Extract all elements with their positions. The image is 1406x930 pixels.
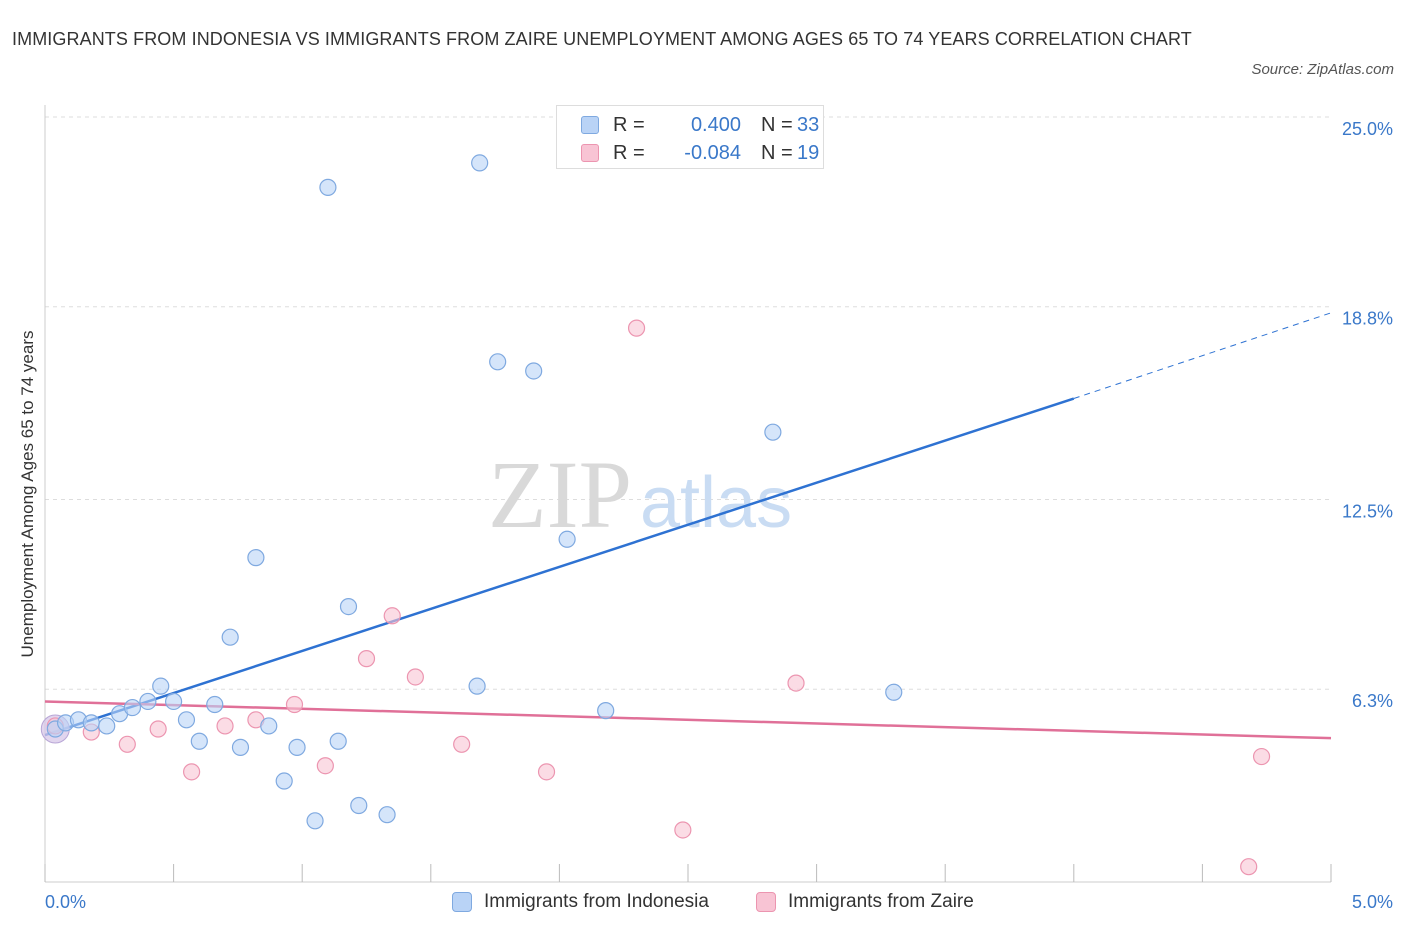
- point-zaire: [1240, 858, 1258, 876]
- point-zaire: [357, 650, 376, 668]
- point-indonesia: [764, 423, 782, 441]
- point-indonesia: [165, 692, 183, 711]
- point-indonesia: [231, 738, 250, 756]
- point-indonesia: [329, 732, 347, 750]
- watermark-atlas: atlas: [640, 463, 792, 543]
- point-indonesia: [489, 353, 507, 371]
- point-zaire: [216, 717, 234, 735]
- point-zaire: [453, 735, 471, 753]
- r-label: R =: [613, 142, 645, 164]
- legend-label: Immigrants from Indonesia: [484, 891, 709, 912]
- n-label: N =: [761, 114, 793, 136]
- point-indonesia: [139, 692, 157, 711]
- point-zaire: [674, 821, 692, 839]
- point-zaire: [1252, 747, 1271, 766]
- point-zaire: [787, 674, 805, 692]
- point-zaire: [406, 668, 424, 686]
- point-zaire: [183, 763, 201, 781]
- point-zaire: [285, 695, 304, 714]
- axes: [44, 105, 1332, 883]
- point-indonesia: [339, 597, 358, 616]
- y-tick-label: 12.5%: [1342, 502, 1393, 522]
- r-label: R =: [613, 114, 645, 136]
- point-zaire: [149, 720, 167, 738]
- r-value: 0.400: [690, 114, 741, 136]
- n-value: 19: [797, 142, 820, 164]
- gridlines: [45, 116, 1331, 690]
- y-tick-label: 25.0%: [1342, 119, 1393, 139]
- stats-box: R = 0.400 N = 33 R = -0.084 N = 19: [556, 105, 824, 169]
- point-indonesia: [319, 178, 337, 196]
- point-indonesia: [468, 677, 486, 695]
- trend-line-indonesia-extension: [1073, 312, 1332, 399]
- point-indonesia: [177, 711, 196, 729]
- legend-item-indonesia[interactable]: Immigrants from Indonesia: [452, 889, 742, 915]
- watermark-zip: ZIP: [488, 441, 632, 548]
- point-indonesia: [288, 738, 306, 756]
- point-indonesia: [82, 714, 100, 732]
- data-points: [40, 154, 1271, 876]
- point-indonesia: [247, 549, 265, 567]
- n-label: N =: [761, 142, 793, 164]
- legend-label: Immigrants from Zaire: [788, 891, 974, 912]
- zaire-swatch: [581, 144, 599, 162]
- source-label: Source: ZipAtlas.com: [1251, 61, 1394, 78]
- point-indonesia: [885, 683, 903, 701]
- point-zaire: [118, 735, 136, 753]
- point-indonesia: [98, 717, 116, 735]
- chart-title: IMMIGRANTS FROM INDONESIA VS IMMIGRANTS …: [12, 29, 1192, 49]
- watermark: ZIP atlas: [488, 441, 792, 548]
- y-tick-label: 18.8%: [1342, 309, 1393, 329]
- point-zaire: [316, 757, 334, 775]
- point-indonesia: [350, 796, 368, 815]
- legend-swatch-indonesia: [452, 892, 472, 912]
- point-indonesia: [471, 154, 489, 172]
- point-zaire: [383, 607, 401, 625]
- x-tick-label: 5.0%: [1352, 892, 1393, 912]
- trend-lines: [44, 312, 1332, 740]
- point-indonesia: [597, 702, 615, 720]
- point-indonesia: [190, 732, 208, 750]
- point-indonesia: [306, 812, 324, 830]
- point-indonesia: [275, 772, 293, 790]
- x-tick-label: 0.0%: [45, 892, 86, 912]
- tick-labels: 6.3% 12.5% 18.8% 25.0% 0.0% 5.0%: [45, 119, 1393, 912]
- point-indonesia: [558, 530, 576, 548]
- r-value: -0.084: [684, 142, 741, 164]
- point-indonesia: [525, 362, 543, 380]
- trend-line-zaire: [44, 700, 1332, 740]
- point-indonesia: [378, 806, 396, 824]
- point-indonesia: [152, 677, 170, 695]
- point-indonesia: [206, 695, 224, 714]
- point-zaire: [537, 763, 556, 781]
- point-indonesia: [260, 717, 278, 735]
- indonesia-swatch: [581, 116, 599, 134]
- y-axis-label: Unemployment Among Ages 65 to 74 years: [18, 330, 37, 658]
- point-indonesia: [221, 628, 239, 646]
- point-zaire: [627, 319, 646, 337]
- legend-swatch-zaire: [756, 892, 776, 912]
- legend-item-zaire[interactable]: Immigrants from Zaire: [756, 889, 1006, 915]
- point-indonesia: [123, 698, 142, 717]
- trend-line-indonesia: [44, 397, 1075, 737]
- n-value: 33: [797, 114, 820, 136]
- y-tick-label: 6.3%: [1352, 691, 1393, 711]
